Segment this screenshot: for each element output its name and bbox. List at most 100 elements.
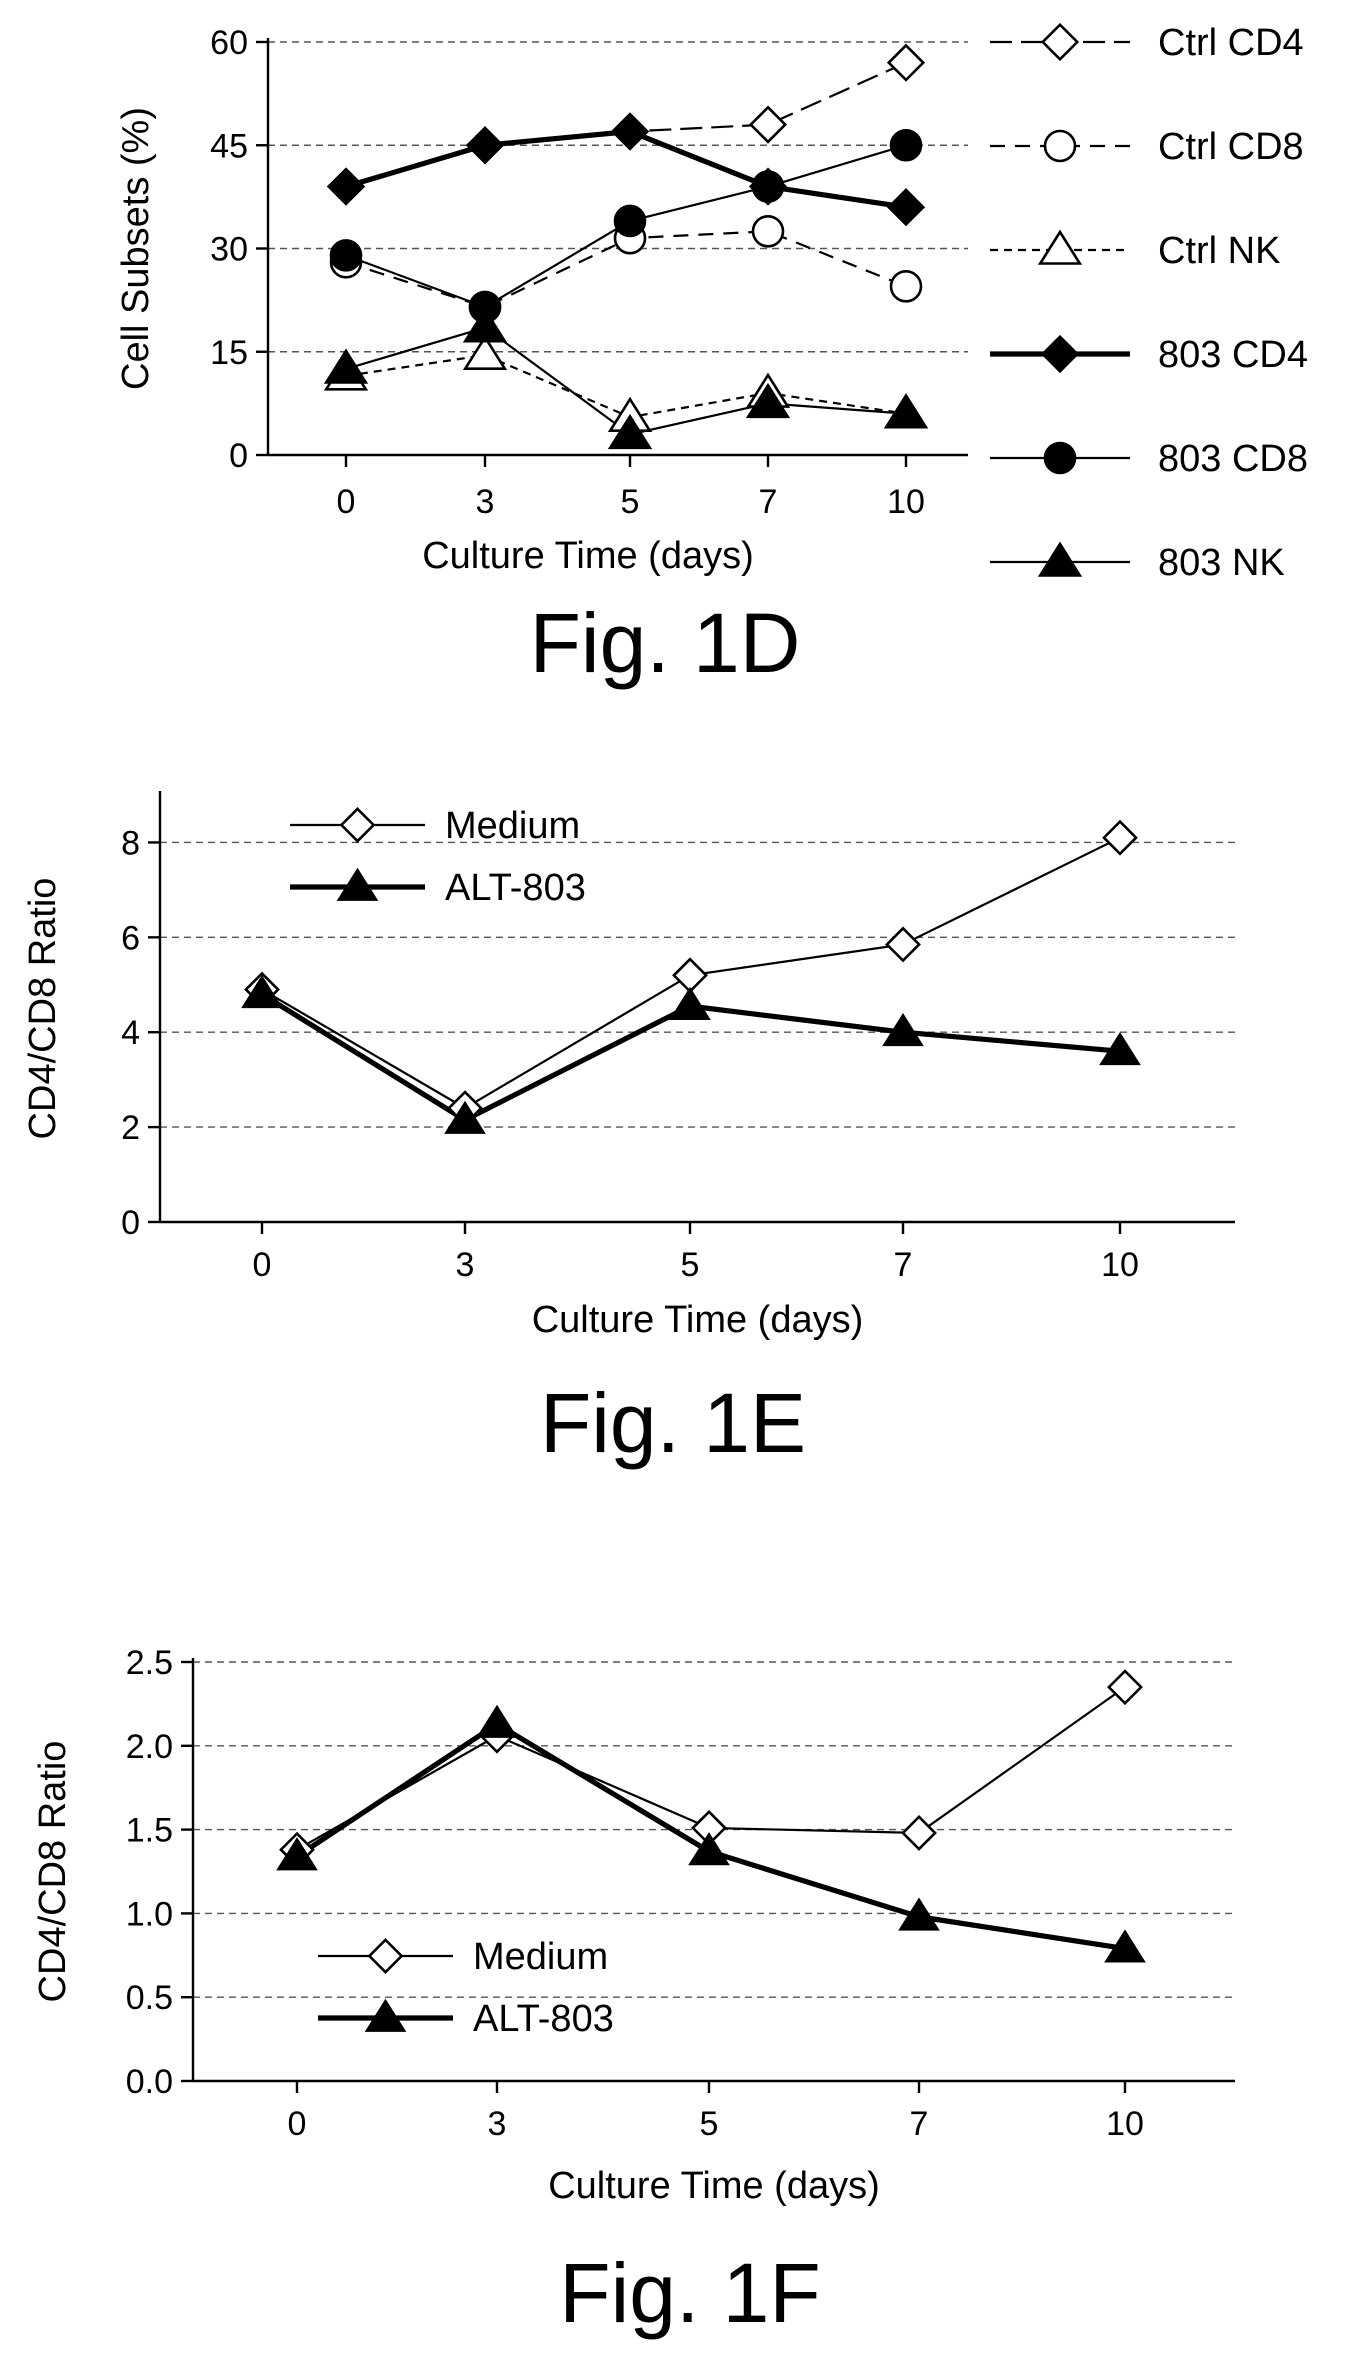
x-tick-label: 7 (910, 2105, 929, 2143)
x-tick-label: 7 (759, 483, 778, 521)
data-point-medium (885, 926, 921, 963)
y-axis-label: CD4/CD8 Ratio (22, 878, 64, 1140)
data-point-803-nk (745, 382, 791, 419)
y-tick-label: 0.0 (126, 2063, 173, 2101)
x-tick-label: 5 (621, 483, 640, 521)
figure-caption: Fig. 1E (540, 1376, 806, 1470)
data-point-803-nk (883, 393, 929, 429)
x-tick-label: 5 (700, 2105, 719, 2143)
data-point-alt-803 (276, 1837, 318, 1871)
data-point-alt-803 (241, 975, 283, 1009)
x-tick-label: 3 (476, 483, 495, 521)
data-point-803-nk (607, 413, 653, 450)
legend-label-ctrl-nk: Ctrl NK (1158, 230, 1280, 272)
data-point-ctrl-cd4 (886, 43, 926, 82)
data-point-alt-803 (444, 1100, 486, 1134)
x-tick-label: 0 (253, 1246, 272, 1284)
data-point-803-cd8 (329, 239, 363, 272)
x-tick-label: 7 (894, 1246, 913, 1284)
data-point-803-cd4 (748, 167, 788, 206)
legend-label-medium: Medium (445, 805, 580, 847)
chart-panel-1: 0 15 30 45 60 0 3 5 7 10 Culture Time (days) Cell S… (115, 22, 1308, 690)
chart-panel-3: 0.0 0.5 1.0 1.5 2.0 2.5 0 3 5 7 10 Culture Time (da… (32, 1644, 1235, 2340)
legend: Medium ALT-803 (318, 1936, 614, 2040)
figure-caption: Fig. 1D (530, 596, 801, 690)
data-point-803-nk (323, 348, 369, 384)
legend: Ctrl CD4 Ctrl CD8 Ctrl NK 803 CD4 803 CD8 803… (990, 22, 1308, 584)
data-point-alt-803 (882, 1012, 924, 1047)
x-tick-label: 0 (337, 483, 356, 521)
data-point-803-nk (462, 307, 508, 343)
y-tick-label: 4 (121, 1014, 140, 1052)
data-point-medium (1102, 819, 1138, 856)
legend-marker-ctrl-nk (1037, 229, 1083, 265)
x-axis-label: Culture Time (days) (422, 535, 754, 577)
y-axis-label: CD4/CD8 Ratio (32, 1741, 74, 2003)
y-tick-label: 2 (121, 1109, 140, 1147)
legend-label-medium: Medium (473, 1936, 608, 1978)
y-tick-label: 15 (210, 334, 248, 372)
data-point-803-cd8 (889, 128, 923, 162)
legend-marker-medium (339, 807, 376, 843)
legend-label-803-nk: 803 NK (1158, 542, 1285, 584)
data-point-803-cd4 (465, 126, 505, 165)
x-tick-label: 10 (1101, 1246, 1139, 1284)
x-tick-label: 3 (488, 2105, 507, 2143)
legend-label-ctrl-cd8: Ctrl CD8 (1158, 126, 1304, 168)
legend-label-803-cd4: 803 CD4 (1158, 334, 1308, 376)
data-point-803-cd4 (886, 188, 926, 227)
data-point-803-cd4 (610, 112, 650, 151)
y-axis-label: Cell Subsets (%) (115, 107, 157, 390)
y-tick-label: 6 (121, 919, 140, 957)
data-point-803-cd4 (326, 167, 366, 206)
x-axis-label: Culture Time (days) (532, 1299, 864, 1341)
data-point-alt-803 (898, 1897, 940, 1931)
data-point-ctrl-nk (462, 334, 508, 370)
legend-marker-ctrl-cd4 (1040, 22, 1080, 62)
x-tick-label: 0 (288, 2105, 307, 2143)
legend-label-alt-803: ALT-803 (473, 1998, 614, 2040)
y-tick-label: 0 (121, 1204, 140, 1242)
legend-marker-alt-803 (364, 1998, 407, 2032)
legend-marker-ctrl-cd8 (1043, 129, 1077, 163)
x-tick-label: 3 (456, 1246, 475, 1284)
x-axis-label: Culture Time (days) (548, 2165, 880, 2207)
x-tick-label: 10 (1106, 2105, 1144, 2143)
data-point-ctrl-cd8 (751, 214, 785, 248)
y-tick-label: 2.5 (126, 1644, 173, 1682)
legend-label-alt-803: ALT-803 (445, 867, 586, 909)
legend-marker-803-cd4 (1040, 334, 1080, 374)
data-point-alt-803 (688, 1832, 730, 1866)
y-tick-label: 30 (210, 231, 248, 269)
legend-marker-alt-803 (336, 867, 379, 901)
legend-marker-803-cd8 (1043, 441, 1077, 475)
x-tick-label: 10 (887, 483, 925, 521)
y-tick-label: 2.0 (126, 1728, 173, 1766)
legend-label-803-cd8: 803 CD8 (1158, 438, 1308, 480)
legend: Medium ALT-803 (290, 805, 586, 909)
data-point-alt-803 (1104, 1929, 1146, 1963)
legend-marker-803-nk (1037, 541, 1083, 577)
y-tick-label: 0 (229, 437, 248, 475)
y-tick-label: 1.5 (126, 1812, 173, 1850)
data-point-803-cd8 (613, 204, 647, 238)
data-point-medium (901, 1815, 937, 1851)
figure-caption: Fig. 1F (559, 2246, 820, 2340)
y-tick-label: 0.5 (126, 1979, 173, 2017)
data-point-medium (1107, 1669, 1143, 1706)
data-point-alt-803 (669, 986, 711, 1021)
legend-label-ctrl-cd4: Ctrl CD4 (1158, 22, 1304, 64)
x-tick-label: 5 (681, 1246, 700, 1284)
data-point-alt-803 (1099, 1031, 1141, 1066)
data-point-ctrl-cd4 (748, 105, 788, 144)
y-tick-label: 45 (210, 127, 248, 165)
data-point-ctrl-cd8 (889, 270, 923, 303)
chart-panel-2: 0 2 4 6 8 0 3 5 7 10 Culture Time (days) CD4/CD8 Ra… (22, 791, 1235, 1470)
data-point-medium (672, 957, 708, 994)
legend-marker-medium (367, 1938, 404, 1974)
y-tick-label: 60 (210, 24, 248, 62)
y-tick-label: 8 (121, 824, 140, 862)
data-point-alt-803 (476, 1704, 518, 1738)
y-tick-label: 1.0 (126, 1895, 173, 1933)
